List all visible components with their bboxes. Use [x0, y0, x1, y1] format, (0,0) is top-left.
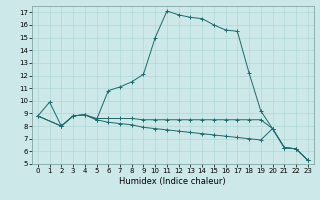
X-axis label: Humidex (Indice chaleur): Humidex (Indice chaleur) [119, 177, 226, 186]
